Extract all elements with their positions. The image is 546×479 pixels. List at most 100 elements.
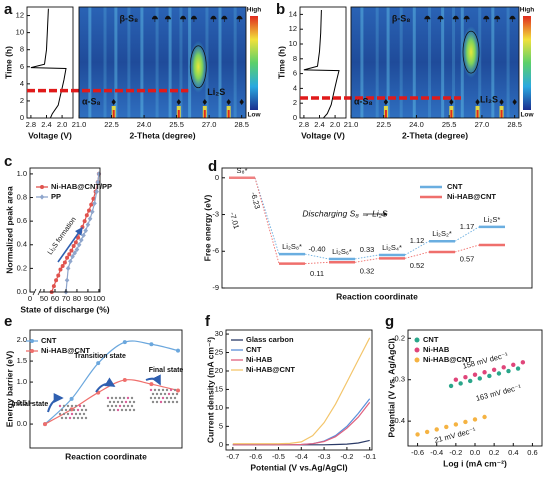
data-point (90, 209, 95, 215)
series-line (232, 337, 371, 445)
y-tick-label: 5 (219, 421, 223, 430)
y-tick-label: 2 (293, 98, 297, 107)
panel-label: c (4, 153, 12, 170)
structure-atom (167, 392, 171, 396)
legend-label: CNT (423, 335, 439, 344)
data-point (472, 417, 478, 422)
x-tick-label: 2.0 (330, 120, 340, 129)
structure-atom (128, 400, 132, 404)
data-point (76, 242, 82, 248)
structure-atom (64, 416, 68, 420)
structure-atom (60, 408, 64, 412)
structure-atom (153, 396, 157, 400)
structure-atom (72, 408, 76, 412)
data-point (70, 253, 75, 260)
peak-symbol (483, 15, 490, 22)
data-point (122, 340, 127, 345)
hot-spot (476, 110, 479, 118)
colorbar-label: Low (521, 112, 535, 119)
structure-atom (159, 392, 163, 396)
structure-atom (151, 392, 155, 396)
structure-atom (76, 408, 80, 412)
x-axis-label: Log i (mA cm⁻²) (443, 458, 507, 468)
panel-label: b (276, 1, 285, 18)
annotation: Discharging S₈ → Li₂S (302, 208, 388, 218)
data-point (74, 246, 80, 253)
x-axis-label: Voltage (V) (28, 130, 72, 140)
data-point (122, 377, 127, 382)
intensity-streak (386, 7, 390, 118)
x-tick-label: -0.6 (411, 448, 424, 457)
y-tick-label: 8 (293, 54, 297, 63)
intensity-streak (168, 7, 172, 118)
structure-atom (58, 404, 62, 408)
intensity-streak (412, 7, 416, 118)
x-axis-label: Potential (V vs.Ag/AgCl) (250, 462, 347, 472)
data-point (482, 370, 487, 375)
data-point (79, 237, 84, 243)
state-label: Li₂S* (484, 215, 501, 224)
y-tick-label: 25 (215, 348, 223, 357)
y-tick-label: 4 (20, 79, 24, 88)
peak-symbol (463, 15, 470, 22)
state-label: Li₂S₈* (282, 242, 302, 251)
y-tick-label: 10 (16, 28, 24, 37)
hot-spot (500, 110, 503, 118)
peak-symbol (180, 15, 187, 22)
data-point (506, 368, 511, 374)
legend-marker (30, 349, 34, 353)
x-tick-label: 60 (51, 294, 59, 303)
peak-symbol (383, 99, 389, 105)
state-label: Transition state (74, 353, 126, 360)
data-point (65, 255, 70, 260)
legend-label: CNT (246, 345, 262, 354)
intensity-streak (506, 7, 510, 118)
y-tick-label: 4 (293, 83, 297, 92)
structure-atom (106, 404, 110, 408)
y-tick-label: 6 (293, 69, 297, 78)
y-tick-label: -9 (212, 283, 219, 292)
x-tick-label: 70 (62, 294, 70, 303)
structure-atom (132, 400, 136, 404)
x-tick-label: -0.1 (363, 452, 376, 461)
value-label: 0.32 (360, 266, 375, 275)
y-tick-label: 8 (20, 45, 24, 54)
x-tick-label: 0.2 (489, 448, 499, 457)
data-point (95, 179, 101, 185)
x-axis-label: Voltage (V) (301, 130, 345, 140)
y-tick-label: -0.3 (392, 375, 405, 384)
peak-symbol (475, 99, 480, 105)
value-label: 0.52 (410, 261, 425, 270)
data-point (54, 278, 59, 283)
data-point (60, 264, 65, 269)
structure-atom (124, 408, 128, 412)
x-tick-label: 90 (84, 294, 92, 303)
x-tick-label: 27.0 (475, 120, 490, 129)
legend-label: Ni-HAB@CNT/PP (51, 182, 112, 191)
plot-frame (29, 329, 183, 449)
y-axis-label: Current density (mA cm⁻²) (205, 337, 215, 443)
intensity-streak (218, 7, 222, 118)
structure-atom (116, 400, 120, 404)
data-point (501, 365, 506, 370)
data-point (43, 422, 47, 427)
y-tick-label: 0 (215, 173, 219, 182)
y-tick-label: 15 (215, 384, 223, 393)
y-tick-label: 6 (20, 62, 24, 71)
data-point (73, 240, 78, 245)
data-point (56, 273, 61, 278)
legend-label: Ni-HAB@CNT (41, 346, 90, 355)
y-tick-label: 1.0 (17, 169, 27, 178)
structure-atom (106, 396, 110, 400)
intensity-streak (140, 7, 144, 118)
colorbar-label: Low (248, 112, 262, 119)
y-tick-label: 0 (293, 113, 297, 122)
peak-symbol (221, 15, 228, 22)
data-point (82, 219, 87, 224)
data-point (83, 227, 89, 234)
structure-atom (169, 396, 173, 400)
structure-atom (114, 396, 118, 400)
intensity-streak (179, 7, 183, 118)
structure-atom (84, 408, 88, 412)
x-tick-label: 2.4 (41, 120, 51, 129)
